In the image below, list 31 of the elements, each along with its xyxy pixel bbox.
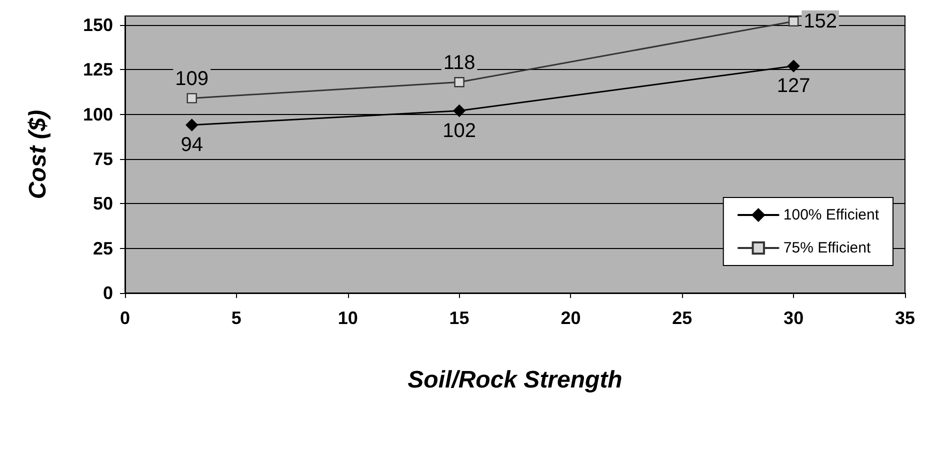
x-tick-label: 0: [120, 308, 130, 328]
y-tick-label: 125: [82, 60, 113, 80]
point: [454, 77, 464, 88]
point: [186, 93, 197, 104]
x-tick-label: 20: [560, 308, 581, 328]
x-tick-label: 10: [338, 308, 358, 328]
data-label: 127: [776, 75, 810, 98]
x-tick-label: 25: [672, 308, 692, 328]
data-label: 152: [804, 10, 838, 32]
point: [787, 60, 800, 72]
data-label: 109: [175, 68, 209, 90]
y-axis-title: Cost ($): [24, 110, 52, 200]
point: [186, 118, 198, 132]
y-tick-label: 150: [82, 14, 113, 35]
legend-label: 75% Efficient: [783, 240, 872, 256]
data-label: 94: [180, 134, 203, 156]
y-tick-label: 25: [92, 238, 113, 258]
x-axis-title: Soil/Rock Strength: [408, 366, 622, 394]
y-tick-label: 50: [92, 194, 113, 214]
x-tick-label: 5: [231, 308, 242, 328]
y-tick-label: 100: [82, 104, 113, 124]
y-tick-label: 0: [102, 283, 113, 303]
x-tick-label: 30: [784, 308, 804, 328]
legend-label: 100% Efficient: [783, 206, 880, 224]
data-label: 102: [442, 120, 476, 142]
y-tick-label: 75: [92, 148, 113, 169]
point: [788, 16, 799, 26]
data-label: 118: [443, 52, 476, 74]
x-tick-label: 15: [449, 308, 470, 328]
x-tick-label: 35: [894, 308, 916, 328]
point: [453, 104, 466, 117]
